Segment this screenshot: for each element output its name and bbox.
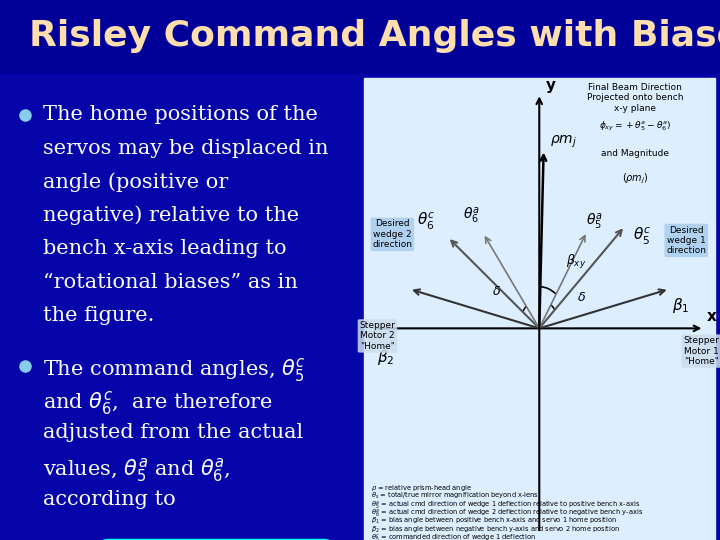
Text: $\theta_5^a$ = actual cmd direction of wedge 1 deflection relative to positive b: $\theta_5^a$ = actual cmd direction of w… xyxy=(371,500,640,511)
Text: $(\rho m_j)$: $(\rho m_j)$ xyxy=(622,172,649,186)
Text: $\beta_2$ = bias angle between negative bench y-axis and servo 2 home position: $\beta_2$ = bias angle between negative … xyxy=(371,524,620,535)
Text: $\beta_2$: $\beta_2$ xyxy=(377,348,395,367)
Text: negative) relative to the: negative) relative to the xyxy=(43,206,300,225)
Text: and $\theta_6^c$,  are therefore: and $\theta_6^c$, are therefore xyxy=(43,389,274,417)
Text: $\theta_6^a$ = actual cmd direction of wedge 2 deflection relative to negative b: $\theta_6^a$ = actual cmd direction of w… xyxy=(371,508,643,520)
Text: $\delta$: $\delta$ xyxy=(492,285,502,298)
Text: The command angles, $\theta_5^c$: The command angles, $\theta_5^c$ xyxy=(43,356,306,384)
Text: $\theta_6^a$: $\theta_6^a$ xyxy=(463,206,480,226)
Text: $\delta$: $\delta$ xyxy=(577,291,585,304)
Text: $\rho$ = relative prism-head angle: $\rho$ = relative prism-head angle xyxy=(371,483,472,493)
Text: Desired
wedge 1
direction: Desired wedge 1 direction xyxy=(666,226,706,255)
Text: values, $\theta_5^a$ and $\theta_6^a$,: values, $\theta_5^a$ and $\theta_6^a$, xyxy=(43,456,231,484)
Text: x: x xyxy=(706,309,716,324)
Text: $\theta_s$ = total/true mirror magnification beyond x-lens: $\theta_s$ = total/true mirror magnifica… xyxy=(371,491,539,502)
Text: servos may be displaced in: servos may be displaced in xyxy=(43,139,329,158)
Text: $\beta_1$ = bias angle between positive bench x-axis and servo 1 home position: $\beta_1$ = bias angle between positive … xyxy=(371,516,617,526)
Text: the figure.: the figure. xyxy=(43,306,155,325)
Bar xyxy=(364,78,715,540)
Text: $\beta_1$: $\beta_1$ xyxy=(672,296,690,315)
Text: bench x-axis leading to: bench x-axis leading to xyxy=(43,239,287,258)
Text: Final Beam Direction
Projected onto bench
x-y plane: Final Beam Direction Projected onto benc… xyxy=(587,83,683,113)
Text: $\theta_5^a$: $\theta_5^a$ xyxy=(586,212,603,232)
Text: angle (positive or: angle (positive or xyxy=(43,172,228,192)
Text: $\theta_5^c$ = commanded direction of wedge 1 deflection: $\theta_5^c$ = commanded direction of we… xyxy=(371,533,536,540)
Text: Desired
wedge 2
direction: Desired wedge 2 direction xyxy=(372,219,413,249)
Text: $\rho m_j$: $\rho m_j$ xyxy=(550,133,577,150)
Text: adjusted from the actual: adjusted from the actual xyxy=(43,423,303,442)
Text: $\theta_6^c$: $\theta_6^c$ xyxy=(417,211,435,232)
Text: “rotational biases” as in: “rotational biases” as in xyxy=(43,273,298,292)
Text: and Magnitude: and Magnitude xyxy=(601,148,669,158)
Text: The home positions of the: The home positions of the xyxy=(43,105,318,124)
Text: Stepper
Motor 2
"Home": Stepper Motor 2 "Home" xyxy=(359,321,395,351)
Text: $\phi_{xy} = +\theta_5^a - \theta_6^a$): $\phi_{xy} = +\theta_5^a - \theta_6^a$) xyxy=(599,120,671,133)
Bar xyxy=(0,0,720,73)
Text: y: y xyxy=(546,78,556,93)
Text: Stepper
Motor 1
"Home": Stepper Motor 1 "Home" xyxy=(683,336,719,366)
Text: $\theta_5^c$: $\theta_5^c$ xyxy=(633,226,651,247)
Text: $\beta_{xy}$: $\beta_{xy}$ xyxy=(566,253,586,271)
Text: according to: according to xyxy=(43,490,176,509)
Text: Risley Command Angles with Biases: Risley Command Angles with Biases xyxy=(29,19,720,53)
